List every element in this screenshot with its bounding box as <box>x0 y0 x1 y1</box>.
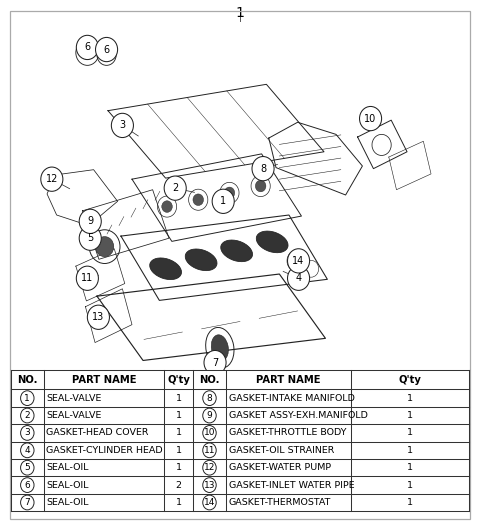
Text: 1: 1 <box>176 498 181 507</box>
Text: 1: 1 <box>407 498 413 507</box>
Text: 1: 1 <box>407 446 413 455</box>
Text: 1: 1 <box>407 428 413 437</box>
Text: 1: 1 <box>407 394 413 403</box>
Circle shape <box>193 194 204 206</box>
Circle shape <box>288 266 310 290</box>
Text: GASKET-INTAKE MANIFOLD: GASKET-INTAKE MANIFOLD <box>228 394 355 403</box>
Circle shape <box>288 249 310 273</box>
Circle shape <box>76 266 98 290</box>
Text: NO.: NO. <box>17 375 37 385</box>
Text: 5: 5 <box>87 233 94 243</box>
Text: 1: 1 <box>176 411 181 420</box>
Text: 3: 3 <box>120 121 125 130</box>
Circle shape <box>96 237 114 257</box>
Ellipse shape <box>221 240 252 262</box>
Text: 3: 3 <box>24 428 30 437</box>
Circle shape <box>360 106 382 131</box>
Ellipse shape <box>256 231 288 253</box>
Text: GASKET ASSY-EXH.MANIFOLD: GASKET ASSY-EXH.MANIFOLD <box>228 411 368 420</box>
Text: 5: 5 <box>24 463 30 472</box>
Text: 1: 1 <box>220 197 226 206</box>
Text: 11: 11 <box>81 274 94 283</box>
Text: 9: 9 <box>87 217 93 226</box>
Ellipse shape <box>185 249 217 271</box>
Circle shape <box>224 187 235 199</box>
Text: 1: 1 <box>176 394 181 403</box>
Text: GASKET-CYLINDER HEAD: GASKET-CYLINDER HEAD <box>47 446 163 455</box>
Text: PART NAME: PART NAME <box>72 375 136 385</box>
Text: GASKET-THERMOSTAT: GASKET-THERMOSTAT <box>228 498 331 507</box>
Circle shape <box>164 176 186 200</box>
Text: 2: 2 <box>176 481 181 490</box>
Text: 6: 6 <box>24 481 30 490</box>
Circle shape <box>79 209 101 233</box>
Text: 2: 2 <box>172 183 179 193</box>
Text: 1: 1 <box>24 394 30 403</box>
Circle shape <box>41 167 63 191</box>
Text: 1: 1 <box>176 463 181 472</box>
Text: 1: 1 <box>407 411 413 420</box>
Text: 1: 1 <box>236 6 244 21</box>
Circle shape <box>96 37 118 62</box>
Circle shape <box>87 305 109 329</box>
Circle shape <box>212 189 234 213</box>
Text: 10: 10 <box>204 428 215 437</box>
Text: GASKET-WATER PUMP: GASKET-WATER PUMP <box>228 463 331 472</box>
Text: 12: 12 <box>204 463 215 472</box>
Text: 6: 6 <box>84 43 90 52</box>
Text: GASKET-INLET WATER PIPE: GASKET-INLET WATER PIPE <box>228 481 354 490</box>
Circle shape <box>111 113 133 138</box>
Text: 13: 13 <box>204 481 215 490</box>
Text: 1: 1 <box>407 481 413 490</box>
Circle shape <box>162 201 172 212</box>
Ellipse shape <box>150 258 181 280</box>
Text: SEAL-OIL: SEAL-OIL <box>47 481 89 490</box>
Circle shape <box>204 350 226 375</box>
Circle shape <box>252 157 274 181</box>
Text: 14: 14 <box>204 498 215 507</box>
Text: 1: 1 <box>176 428 181 437</box>
Circle shape <box>76 35 98 60</box>
Circle shape <box>79 226 101 250</box>
Circle shape <box>255 180 266 192</box>
Text: SEAL-VALVE: SEAL-VALVE <box>47 411 102 420</box>
Text: 1: 1 <box>407 463 413 472</box>
Text: 11: 11 <box>204 446 215 455</box>
Text: 4: 4 <box>24 446 30 455</box>
Text: 7: 7 <box>24 498 30 507</box>
Text: 4: 4 <box>296 274 301 283</box>
Text: 2: 2 <box>24 411 30 420</box>
Text: SEAL-OIL: SEAL-OIL <box>47 463 89 472</box>
Text: PART NAME: PART NAME <box>256 375 321 385</box>
Text: 1: 1 <box>176 446 181 455</box>
Text: SEAL-VALVE: SEAL-VALVE <box>47 394 102 403</box>
Text: 14: 14 <box>292 256 305 266</box>
Circle shape <box>101 49 112 61</box>
Bar <box>11 370 469 511</box>
Circle shape <box>81 46 94 60</box>
Text: GASKET-OIL STRAINER: GASKET-OIL STRAINER <box>228 446 334 455</box>
Text: 9: 9 <box>206 411 212 420</box>
Text: GASKET-THROTTLE BODY: GASKET-THROTTLE BODY <box>228 428 346 437</box>
Text: 8: 8 <box>206 394 212 403</box>
Text: 6: 6 <box>104 45 109 54</box>
Text: 10: 10 <box>364 114 377 123</box>
Text: 12: 12 <box>46 174 58 184</box>
Text: 13: 13 <box>92 313 105 322</box>
Ellipse shape <box>211 335 228 361</box>
Text: Q'ty: Q'ty <box>399 375 422 385</box>
Text: NO.: NO. <box>199 375 220 385</box>
Text: SEAL-OIL: SEAL-OIL <box>47 498 89 507</box>
Text: GASKET-HEAD COVER: GASKET-HEAD COVER <box>47 428 149 437</box>
Text: 7: 7 <box>212 358 218 367</box>
Text: Q'ty: Q'ty <box>167 375 190 385</box>
Text: 8: 8 <box>260 164 266 173</box>
